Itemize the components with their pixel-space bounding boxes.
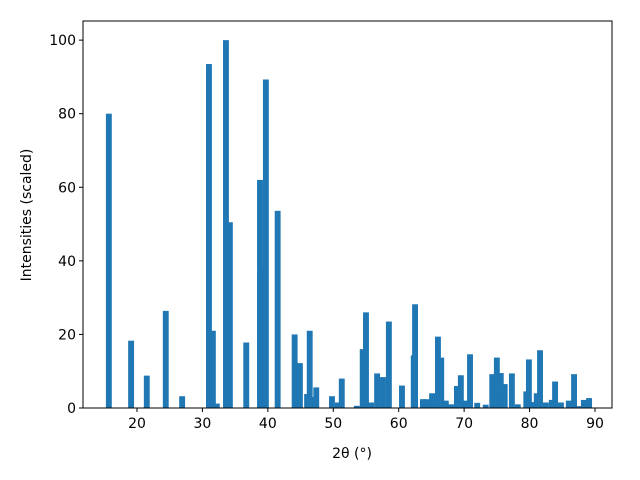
x-tick-label: 70 [455,416,473,432]
bar [565,400,572,408]
bar [206,64,212,408]
bar [474,402,481,408]
bar [128,340,135,408]
bar [548,399,555,408]
bar [508,373,515,408]
bar [533,393,540,408]
x-tick-label: 50 [324,416,342,432]
bar [497,373,504,408]
plot-frame [82,20,613,409]
bar [213,403,220,408]
y-tick-label: 80 [58,107,76,123]
bar [435,336,441,408]
bar [457,375,464,408]
bar [525,359,532,408]
bar [385,321,392,408]
bar [143,375,150,408]
bar [223,40,229,409]
x-tick-label: 30 [193,416,211,432]
bar [313,387,320,408]
y-tick-label: 60 [58,180,76,196]
bar [243,342,250,408]
x-tick-label: 80 [521,416,539,432]
bar [257,179,263,408]
bar [329,396,335,408]
bar [338,378,345,408]
bar [514,404,521,408]
x-tick-label: 90 [586,416,604,432]
bar [586,398,593,408]
bar [310,396,316,408]
bar [262,79,269,408]
bar [576,406,583,408]
bar [580,399,587,408]
bar [399,385,405,408]
bar [571,374,577,408]
bar [542,402,549,408]
bar [412,304,419,408]
bar [162,310,169,408]
bar [453,385,460,408]
x-tick-label: 20 [128,416,146,432]
bar [353,405,360,408]
bar [226,222,233,408]
bar [467,354,473,408]
y-tick-label: 0 [67,401,76,417]
bar [501,384,508,408]
bar [448,404,454,408]
bar [359,349,366,408]
bar [296,363,303,408]
bar [291,334,298,408]
bar [363,312,369,408]
x-tick-label: 60 [390,416,408,432]
bar [306,330,313,408]
bar [423,399,430,408]
bar [482,404,489,408]
bar [209,330,216,408]
x-tick-label: 40 [259,416,277,432]
y-tick-label: 100 [49,33,76,49]
bar [489,374,496,408]
y-tick-label: 40 [58,254,76,270]
bar [419,399,426,408]
bar [438,357,445,408]
bar [368,402,375,408]
bar [380,377,386,408]
bar [493,357,500,408]
bar [463,400,470,408]
bar [179,396,186,408]
bar [334,402,341,408]
bar [537,350,543,408]
x-axis-label: 2θ (°) [332,446,372,462]
y-axis-label: Intensities (scaled) [19,149,35,282]
bar [552,381,559,408]
bar [429,393,436,408]
bar [105,113,112,408]
y-tick-label: 20 [58,327,76,343]
bar [374,373,381,408]
bar [274,210,281,408]
bar [442,400,449,408]
bar [558,402,564,408]
